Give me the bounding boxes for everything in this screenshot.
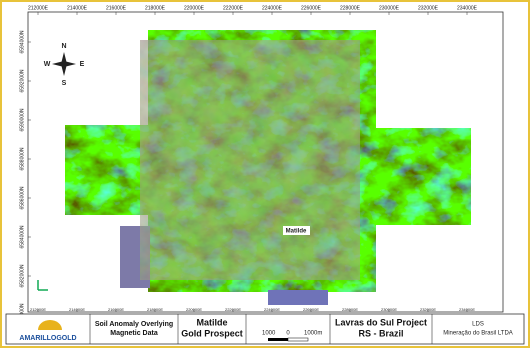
compass-e: E [80, 61, 85, 68]
x-coordinate-label: 226000E [303, 307, 319, 312]
y-coordinate-label: 6594000N [19, 30, 25, 53]
x-coordinate-label: 218000E [147, 307, 163, 312]
x-coordinate-label: 226000E [301, 5, 322, 11]
title-block: AMARILLOGOLD Soil Anomaly Overlying Magn… [5, 313, 525, 345]
compass-rose [52, 52, 76, 76]
x-coordinate-label: 232000E [418, 5, 439, 11]
soil-anomaly [140, 40, 360, 280]
compass-w: W [44, 61, 51, 68]
scale-label: 0 [286, 331, 290, 337]
x-coordinate-label: 212000E [30, 307, 46, 312]
magnetic-raster [65, 30, 471, 305]
x-coordinate-label: 230000E [379, 5, 400, 11]
raster-west [65, 125, 149, 215]
x-coordinate-label: 220000E [186, 307, 202, 312]
logo-sun [38, 320, 62, 330]
x-coordinate-label: 234000E [459, 307, 475, 312]
y-coordinate-label: 6582000N [19, 264, 25, 287]
axis-indicator [37, 280, 48, 291]
logo-text: AMARILLOGOLD [19, 335, 76, 342]
prospect-line: Matilde [196, 317, 227, 327]
location-label: Matilde [286, 229, 307, 235]
scale-bar [287, 337, 309, 342]
scale-label: 1000 [262, 331, 276, 337]
subject-line: Magnetic Data [110, 330, 158, 337]
x-coordinate-label: 230000E [381, 307, 397, 312]
y-coordinate-label: 6588000N [19, 147, 25, 170]
raster-south [268, 290, 328, 305]
x-coordinate-label: 214000E [67, 5, 88, 11]
x-coordinate-label: 218000E [145, 5, 166, 11]
y-coordinate-label: 6590000N [19, 108, 25, 131]
compass-n: N [61, 43, 66, 50]
x-coordinate-label: 228000E [342, 307, 358, 312]
title-frame [5, 313, 525, 345]
label-box [283, 226, 310, 235]
company-line: Mineração do Brasil LTDA [443, 331, 513, 337]
project-line: Lavras do Sul Project [335, 317, 427, 327]
scale-label: 1000m [304, 331, 322, 337]
y-coordinate-label: 6584000N [19, 225, 25, 248]
scale-bar [268, 338, 288, 341]
project-line: RS - Brazil [358, 328, 403, 338]
x-coordinate-label: 224000E [262, 5, 283, 11]
compass: N S W E [44, 43, 85, 87]
compass-s: S [62, 80, 67, 87]
x-coordinate-label: 232000E [420, 307, 436, 312]
x-coordinate-label: 216000E [106, 5, 127, 11]
x-coordinate-label: 212000E [28, 5, 49, 11]
coordinate-labels: 212000E 214000E 216000E 218000E 220000E 22200… [19, 5, 477, 326]
y-coordinate-label: 6592000N [19, 69, 25, 92]
x-coordinate-label: 220000E [184, 5, 205, 11]
x-coordinate-label: 222000E [223, 5, 244, 11]
y-coordinate-label: 6586000N [19, 186, 25, 209]
x-coordinate-label: 228000E [340, 5, 361, 11]
x-coordinate-label: 214000E [69, 307, 85, 312]
prospect-line: Gold Prospect [181, 328, 243, 338]
company-line: LDS [472, 322, 484, 328]
subject-line: Soil Anomaly Overlying [95, 321, 173, 328]
x-coordinate-label: 234000E [457, 5, 478, 11]
x-coordinate-label: 224000E [264, 307, 280, 312]
x-coordinate-label: 216000E [108, 307, 124, 312]
raster-east [375, 128, 471, 225]
x-coordinate-label: 222000E [225, 307, 241, 312]
